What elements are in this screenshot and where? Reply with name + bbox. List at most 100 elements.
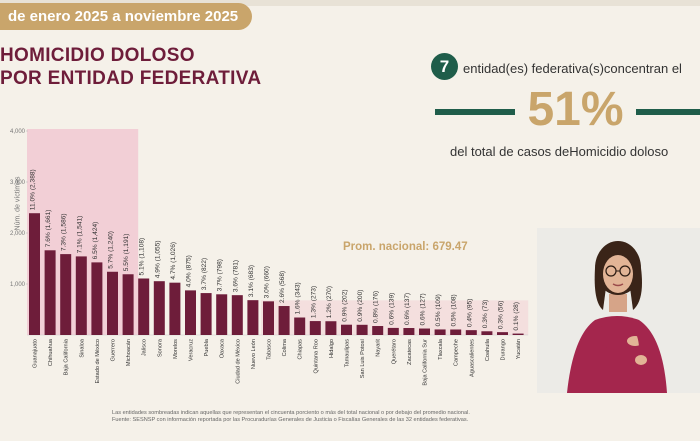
y-tick-label: 2,000	[10, 231, 26, 237]
bar-value-label: 4.9% (1,055)	[154, 240, 161, 278]
bar-value-label: 4.0% (875)	[186, 255, 193, 287]
bar	[481, 331, 493, 335]
category-label: Colima	[282, 338, 288, 356]
bar-value-label: 7.1% (1,541)	[76, 216, 83, 254]
bar	[107, 271, 118, 335]
category-label: Oaxaca	[220, 338, 226, 358]
category-label: Campeche	[454, 339, 460, 366]
kpi-rule-right	[636, 109, 700, 115]
bar	[387, 327, 399, 335]
bar-value-label: 6.5% (1,424)	[92, 222, 99, 260]
category-label: Guanajuato	[33, 339, 39, 368]
kpi-subtext: del total de casos deHomicidio doloso	[450, 144, 669, 159]
category-label: Veracruz	[189, 339, 195, 361]
bar	[309, 321, 321, 335]
bar-value-label: 0.3% (73)	[482, 300, 489, 329]
bar	[403, 328, 415, 335]
date-range-pill: de enero 2025 a noviembre 2025	[0, 3, 252, 30]
bar-value-label: 3.0% (660)	[264, 266, 271, 298]
y-tick-label: 4,000	[10, 129, 26, 135]
bar-value-label: 1.2% (270)	[326, 286, 333, 318]
average-label: Prom. nacional: 679.47	[343, 241, 468, 253]
footnote-line-2: Fuente: SESNSP con información reportada…	[112, 417, 469, 423]
sign-language-video	[537, 228, 700, 393]
bar	[419, 328, 430, 335]
bar	[372, 326, 384, 335]
bar-value-label: 0.6% (139)	[388, 293, 395, 325]
category-label: Zacatecas	[407, 339, 413, 365]
category-label: Michoacán	[126, 339, 132, 366]
bar-value-label: 0.3% (56)	[498, 301, 505, 330]
bar-value-label: 4.7% (1,026)	[170, 242, 177, 280]
category-label: Sinaloa	[79, 338, 85, 358]
bar	[75, 256, 87, 335]
y-tick-label: 3,000	[10, 180, 26, 186]
bar	[200, 293, 212, 335]
category-label: Estado de México	[95, 339, 101, 383]
bar	[497, 332, 508, 335]
bar	[231, 295, 243, 335]
bar-value-label: 0.6% (137)	[404, 293, 411, 325]
category-label: Baja California	[64, 338, 70, 375]
bar-value-label: 0.4% (95)	[466, 299, 473, 328]
top-band	[0, 0, 700, 6]
bar	[153, 281, 165, 335]
bar	[325, 321, 337, 335]
bar	[247, 300, 259, 335]
bar	[216, 294, 228, 335]
category-label: Tabasco	[267, 339, 273, 360]
category-label: Aguascalientes	[469, 339, 475, 377]
bar-value-label: 3.7% (822)	[201, 258, 208, 290]
bar-value-label: 0.1% (28)	[513, 302, 520, 331]
bar-value-label: 3.6% (781)	[232, 260, 239, 292]
bar-value-label: 0.9% (202)	[342, 289, 349, 321]
category-label: Querétaro	[391, 339, 397, 364]
category-label: Jalisco	[142, 339, 148, 356]
footnote: Las entidades sombreadas indican aquella…	[112, 410, 532, 424]
category-label: San Luis Potosí	[360, 339, 366, 379]
bar	[465, 330, 477, 335]
bar	[29, 213, 40, 335]
category-label: Tamaulipas	[345, 339, 351, 367]
title-line-2: POR ENTIDAD FEDERATIVA	[0, 68, 262, 89]
category-label: Puebla	[204, 338, 210, 356]
category-label: Sonora	[157, 338, 163, 357]
bar-value-label: 3.1% (683)	[248, 265, 255, 297]
kpi-percent: 51%	[527, 83, 624, 136]
bar-value-label: 7.3% (1,586)	[61, 213, 68, 251]
bar	[294, 317, 306, 335]
bar	[60, 254, 72, 335]
category-label: Guerrero	[111, 339, 117, 361]
kpi-text: entidad(es) federativa(s)concentran el	[463, 61, 682, 76]
bar	[91, 262, 103, 335]
category-label: Chiapas	[298, 339, 304, 360]
category-label: Tlaxcala	[438, 338, 444, 360]
bar-value-label: 5.1% (1,108)	[139, 238, 146, 276]
bar	[138, 278, 150, 335]
category-label: Nuevo León	[251, 339, 257, 369]
bar-value-label: 5.7% (1,240)	[108, 231, 115, 269]
bar	[122, 274, 134, 335]
kpi-rule-left	[435, 109, 515, 115]
category-label: Yucatán	[516, 339, 522, 359]
bar	[434, 329, 446, 335]
category-label: Morelos	[173, 339, 179, 359]
category-label: Chihuahua	[48, 338, 54, 366]
title-line-1: HOMICIDIO DOLOSO	[0, 45, 195, 66]
bar-value-label: 0.9% (200)	[357, 290, 364, 322]
bar	[185, 290, 196, 335]
category-label: Coahuila	[485, 338, 491, 361]
bar	[356, 324, 368, 335]
bar-value-label: 0.6% (127)	[420, 293, 427, 325]
bar-value-label: 0.5% (109)	[435, 294, 442, 326]
category-label: Hidalgo	[329, 339, 335, 358]
category-label: Nayarit	[376, 339, 382, 357]
bar-value-label: 2.6% (568)	[279, 271, 286, 303]
bar-value-label: 1.3% (273)	[310, 286, 317, 318]
footnote-line-1: Las entidades sombreadas indican aquella…	[112, 410, 470, 416]
bar-chart: 1,000 2,000 3,000 4,000 11.0% (2,388) Guanaju…	[10, 129, 529, 386]
bar	[44, 250, 56, 335]
bar-value-label: 7.6% (1,661)	[45, 210, 52, 248]
category-label: Baja California Sur	[423, 339, 429, 386]
bar-value-label: 11.0% (2,388)	[30, 169, 37, 210]
